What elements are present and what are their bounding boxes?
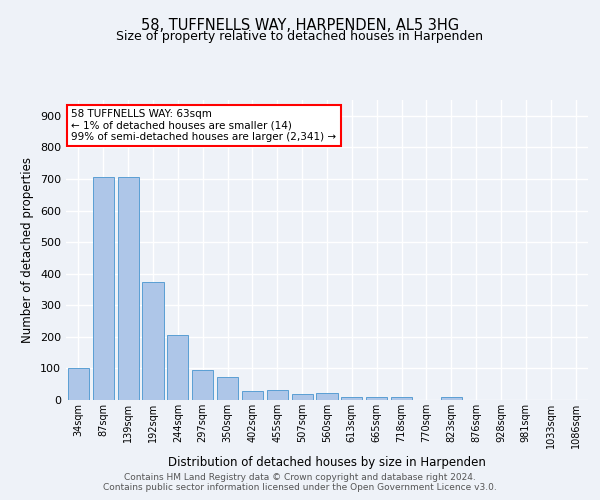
Bar — [242, 390, 263, 400]
Bar — [391, 398, 412, 400]
Text: 58 TUFFNELLS WAY: 63sqm
← 1% of detached houses are smaller (14)
99% of semi-det: 58 TUFFNELLS WAY: 63sqm ← 1% of detached… — [71, 109, 337, 142]
Bar — [167, 334, 188, 400]
Y-axis label: Number of detached properties: Number of detached properties — [22, 157, 34, 343]
Text: Contains HM Land Registry data © Crown copyright and database right 2024.
Contai: Contains HM Land Registry data © Crown c… — [103, 473, 497, 492]
Bar — [118, 176, 139, 400]
Bar — [316, 393, 338, 400]
Bar — [142, 282, 164, 400]
Text: 58, TUFFNELLS WAY, HARPENDEN, AL5 3HG: 58, TUFFNELLS WAY, HARPENDEN, AL5 3HG — [141, 18, 459, 32]
Bar — [366, 398, 387, 400]
Text: Size of property relative to detached houses in Harpenden: Size of property relative to detached ho… — [116, 30, 484, 43]
Bar — [341, 397, 362, 400]
Bar — [68, 368, 89, 400]
Bar — [267, 390, 288, 400]
X-axis label: Distribution of detached houses by size in Harpenden: Distribution of detached houses by size … — [168, 456, 486, 469]
Bar — [93, 176, 114, 400]
Bar — [441, 397, 462, 400]
Bar — [192, 370, 213, 400]
Bar — [292, 394, 313, 400]
Bar — [217, 378, 238, 400]
